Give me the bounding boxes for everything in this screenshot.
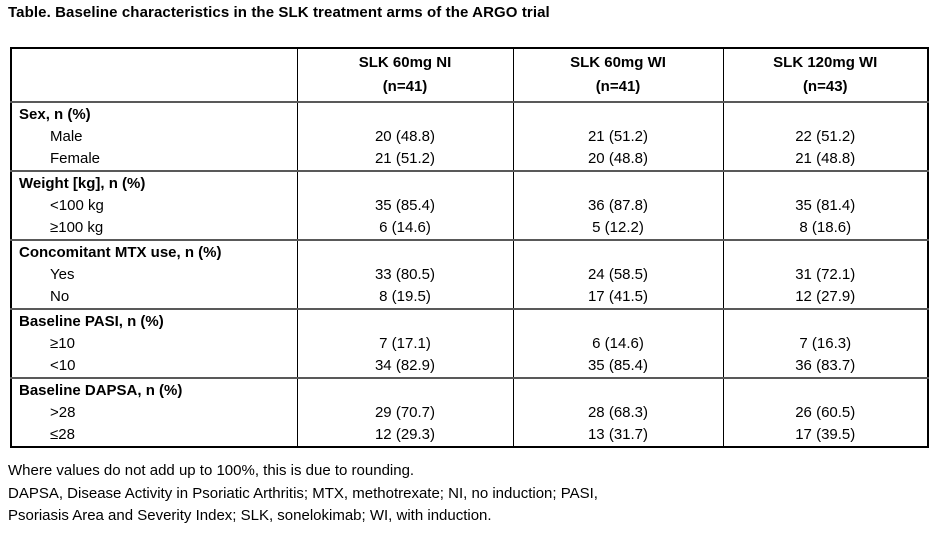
cell-value: 35 (85.4) xyxy=(296,195,513,217)
cell-value: 36 (83.7) xyxy=(722,355,928,378)
group-label: Baseline DAPSA, n (%) xyxy=(11,377,297,402)
cell-value: 7 (17.1) xyxy=(296,333,513,355)
group-pasi: Baseline PASI, n (%) ≥10 7 (17.1) 6 (14.… xyxy=(11,308,928,378)
cell-value: 34 (82.9) xyxy=(296,355,513,378)
row-label: Female xyxy=(50,150,101,167)
table-header: SLK 60mg NI (n=41) SLK 60mg WI (n=41) SL… xyxy=(11,48,928,103)
row-label: Male xyxy=(50,128,83,145)
cell-value: 28 (68.3) xyxy=(512,402,723,424)
cell-value: 8 (19.5) xyxy=(296,286,513,309)
header-col-slk60-ni: SLK 60mg NI (n=41) xyxy=(296,48,513,103)
row-label: <100 kg xyxy=(50,197,104,214)
table-row: <100 kg 35 (85.4) 36 (87.8) 35 (81.4) xyxy=(11,195,928,217)
row-label: >28 xyxy=(50,404,76,421)
footnotes: Where values do not add up to 100%, this… xyxy=(8,460,598,528)
group-header-row: Sex, n (%) xyxy=(11,102,928,126)
header-arm-label: SLK 120mg WI xyxy=(773,54,878,71)
group-label: Sex, n (%) xyxy=(19,105,91,123)
table-row: Yes 33 (80.5) 24 (58.5) 31 (72.1) xyxy=(11,264,928,286)
group-header-row: Baseline DAPSA, n (%) xyxy=(11,377,928,402)
cell-value: 12 (27.9) xyxy=(722,286,928,309)
row-label: ≥10 xyxy=(50,335,75,352)
row-label: ≤28 xyxy=(50,426,75,443)
cell-value: 24 (58.5) xyxy=(512,264,723,286)
header-empty-cell xyxy=(11,48,297,103)
cell-value: 35 (85.4) xyxy=(512,355,723,378)
row-label: Yes xyxy=(50,266,75,283)
group-dapsa: Baseline DAPSA, n (%) >28 29 (70.7) 28 (… xyxy=(11,377,928,447)
row-label: ≥100 kg xyxy=(50,219,104,236)
cell-value: 12 (29.3) xyxy=(296,424,513,447)
group-label: Weight [kg], n (%) xyxy=(11,170,297,195)
table-row: ≥100 kg 6 (14.6) 5 (12.2) 8 (18.6) xyxy=(11,217,928,240)
cell-value: 35 (81.4) xyxy=(722,195,928,217)
header-col-slk120-wi: SLK 120mg WI (n=43) xyxy=(722,48,928,103)
header-arm-n: (n=41) xyxy=(595,78,641,95)
group-label: Baseline PASI, n (%) xyxy=(11,308,297,333)
group-header-row: Weight [kg], n (%) xyxy=(11,170,928,195)
cell-value: 8 (18.6) xyxy=(722,217,928,240)
cell-value: 29 (70.7) xyxy=(296,402,513,424)
row-label: No xyxy=(50,288,70,305)
header-row: SLK 60mg NI (n=41) SLK 60mg WI (n=41) SL… xyxy=(11,48,928,103)
cell-value: 17 (39.5) xyxy=(722,424,928,447)
table-row: Male 20 (48.8) 21 (51.2) 22 (51.2) xyxy=(11,126,928,148)
table-row: >28 29 (70.7) 28 (68.3) 26 (60.5) xyxy=(11,402,928,424)
cell-value: 6 (14.6) xyxy=(296,217,513,240)
group-sex: Sex, n (%) Male 20 (48.8) 21 (51.2) 22 (… xyxy=(11,102,928,171)
cell-value: 21 (51.2) xyxy=(512,126,723,148)
table-row: ≥10 7 (17.1) 6 (14.6) 7 (16.3) xyxy=(11,333,928,355)
header-col-slk60-wi: SLK 60mg WI (n=41) xyxy=(512,48,723,103)
header-arm-label: SLK 60mg WI xyxy=(570,54,666,71)
cell-value: 6 (14.6) xyxy=(512,333,723,355)
cell-value: 5 (12.2) xyxy=(512,217,723,240)
cell-value: 22 (51.2) xyxy=(722,126,928,148)
cell-value: 31 (72.1) xyxy=(722,264,928,286)
cell-value: 26 (60.5) xyxy=(722,402,928,424)
group-header-row: Concomitant MTX use, n (%) xyxy=(11,239,928,264)
group-header-row: Baseline PASI, n (%) xyxy=(11,308,928,333)
row-label: <10 xyxy=(50,357,76,374)
table-row: Female 21 (51.2) 20 (48.8) 21 (48.8) xyxy=(11,148,928,171)
cell-value: 17 (41.5) xyxy=(512,286,723,309)
group-weight: Weight [kg], n (%) <100 kg 35 (85.4) 36 … xyxy=(11,170,928,240)
header-arm-n: (n=41) xyxy=(382,78,428,95)
cell-value: 20 (48.8) xyxy=(296,126,513,148)
cell-value: 13 (31.7) xyxy=(512,424,723,447)
header-arm-n: (n=43) xyxy=(802,78,848,95)
group-mtx-use: Concomitant MTX use, n (%) Yes 33 (80.5)… xyxy=(11,239,928,309)
cell-value: 20 (48.8) xyxy=(512,148,723,171)
cell-value: 21 (48.8) xyxy=(722,148,928,171)
cell-value: 36 (87.8) xyxy=(512,195,723,217)
cell-value: 7 (16.3) xyxy=(722,333,928,355)
table-title: Table. Baseline characteristics in the S… xyxy=(8,4,550,21)
cell-value: 33 (80.5) xyxy=(296,264,513,286)
header-arm-label: SLK 60mg NI xyxy=(358,54,452,71)
table-row: ≤28 12 (29.3) 13 (31.7) 17 (39.5) xyxy=(11,424,928,447)
cell-value: 21 (51.2) xyxy=(296,148,513,171)
group-label: Concomitant MTX use, n (%) xyxy=(11,239,297,264)
table-row: <10 34 (82.9) 35 (85.4) 36 (83.7) xyxy=(11,355,928,378)
baseline-characteristics-table: SLK 60mg NI (n=41) SLK 60mg WI (n=41) SL… xyxy=(10,47,929,448)
footnote-abbreviations-line1: DAPSA, Disease Activity in Psoriatic Art… xyxy=(8,484,598,502)
table-row: No 8 (19.5) 17 (41.5) 12 (27.9) xyxy=(11,286,928,309)
footnote-abbreviations-line2: Psoriasis Area and Severity Index; SLK, … xyxy=(8,507,492,524)
footnote-rounding: Where values do not add up to 100%, this… xyxy=(8,462,415,479)
